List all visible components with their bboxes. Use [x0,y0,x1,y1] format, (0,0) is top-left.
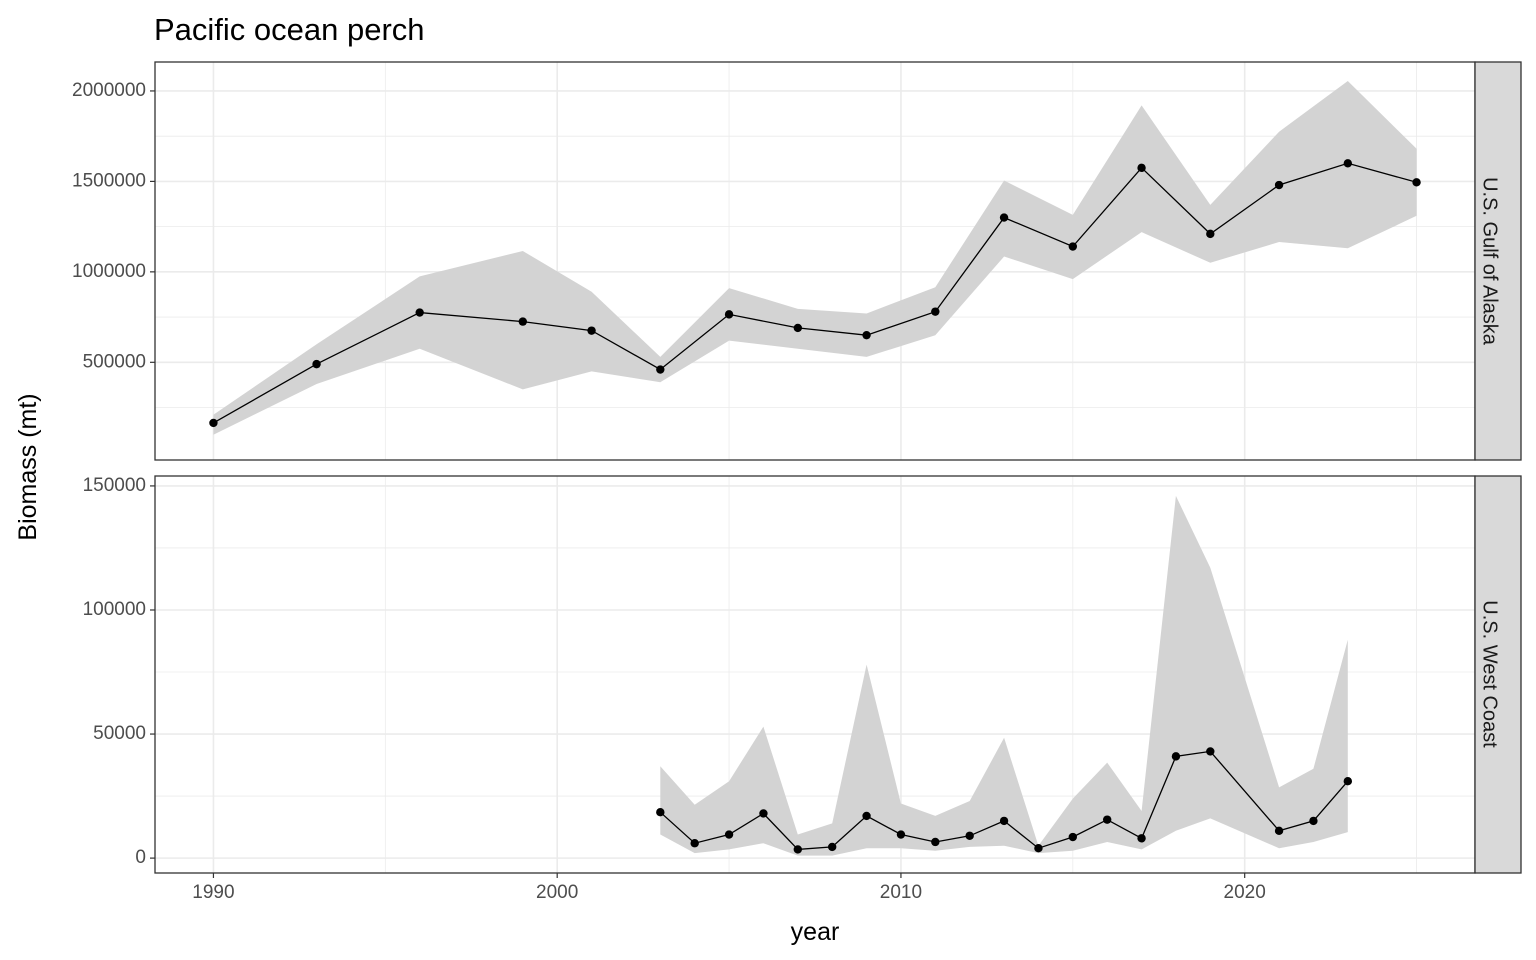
confidence-band [660,495,1348,856]
x-axis: 1990 2000 2010 2020 [192,873,1266,903]
data-point [1137,834,1146,843]
confidence-band [213,81,1417,435]
y-tick-label: 100000 [83,599,146,620]
facet-strip-label: U.S. West Coast [1479,600,1501,748]
confidence-bands [660,495,1348,856]
data-point [415,308,424,317]
panel-west-coast: U.S. West Coast 0 50000 100000 150000 [83,475,1522,874]
data-point [518,317,528,326]
data-point [587,326,596,335]
data-point [1206,229,1215,239]
data-point [862,330,871,340]
data-point [793,845,803,854]
x-axis-title: year [791,918,840,946]
data-point [931,837,940,847]
data-point [793,323,803,333]
chart-title: Pacific ocean perch [154,12,425,47]
data-point [1274,180,1284,190]
data-point [656,808,665,817]
data-point [1206,747,1215,756]
data-point [931,307,940,316]
data-point [759,809,768,818]
x-tick-label: 2020 [1224,882,1266,903]
data-point [1137,163,1146,173]
series-line [659,750,1349,851]
data-point [1343,776,1353,786]
data-point [827,842,837,852]
y-tick-label: 500000 [83,351,146,372]
data-point [1068,242,1078,251]
y-axis-ticks: 500000 1000000 1500000 2000000 [72,80,155,372]
facet-strip-label: U.S. Gulf of Alaska [1479,177,1501,346]
data-point [999,213,1009,222]
data-point [724,830,734,839]
data-point [999,816,1009,826]
y-axis-ticks: 0 50000 100000 150000 [83,475,155,868]
panel-gulf-of-alaska: U.S. Gulf of Alaska 500000 1000000 1500000… [72,61,1522,461]
data-point [1412,178,1421,187]
x-tick-label: 2000 [536,882,578,903]
y-tick-label: 50000 [93,723,146,744]
y-tick-label: 1500000 [72,170,146,191]
series-points [656,747,1353,854]
x-tick-label: 1990 [192,882,234,903]
data-point [209,418,218,428]
y-axis-title: Biomass (mt) [14,393,42,540]
data-point [896,830,906,839]
x-tick-label: 2010 [880,882,922,903]
data-point [1034,843,1043,853]
data-point [1309,816,1318,826]
confidence-bands [213,81,1417,435]
grid-lines [155,62,1475,460]
facet-strip [1474,475,1522,874]
data-point [1102,815,1112,824]
data-point [965,831,974,840]
facet-strip [1474,61,1522,461]
panel-background [155,62,1475,460]
series-points [209,159,1421,428]
data-point [1068,832,1078,842]
data-point [1274,826,1284,836]
data-point [1343,159,1353,168]
y-tick-label: 2000000 [72,80,146,101]
data-point [656,365,665,374]
y-tick-label: 150000 [83,475,146,496]
data-point [862,811,871,821]
data-point [724,310,734,319]
data-point [1171,752,1181,761]
series-lines [659,750,1349,851]
y-tick-label: 0 [135,847,146,868]
data-point [690,839,699,848]
y-tick-label: 1000000 [72,261,146,282]
data-point [312,359,321,369]
